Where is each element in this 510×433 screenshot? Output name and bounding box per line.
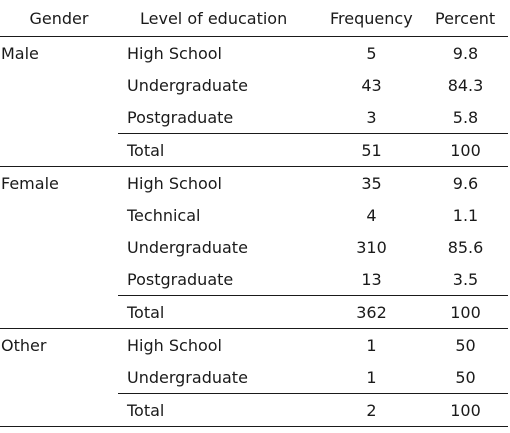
frequency-cell: 4: [366, 205, 377, 225]
total-frequency: 2: [320, 393, 423, 427]
total-label: Total: [118, 133, 320, 167]
total-label: Total: [118, 295, 320, 329]
total-row: Total 2 100: [0, 393, 508, 427]
gender-label: Other: [0, 328, 118, 427]
table-row: Undergraduate 310 85.6: [0, 231, 508, 263]
group-female: Female High School 35 9.6 Technical 4 1.…: [0, 166, 508, 329]
header-frequency: Frequency: [320, 0, 423, 37]
frequency-cell: 310: [356, 237, 387, 257]
level-cell: Technical: [127, 205, 201, 225]
level-cell: High School: [127, 43, 222, 63]
level-cell: Postgraduate: [127, 107, 234, 127]
percent-cell: 84.3: [447, 75, 484, 95]
frequency-cell: 1: [366, 367, 377, 387]
percent-cell: 50: [455, 335, 476, 355]
frequency-cell: 5: [366, 43, 377, 63]
gender-label: Female: [0, 166, 118, 329]
header-gender: Gender: [0, 0, 118, 37]
group-other: Other High School 1 50 Undergraduate 1 5…: [0, 328, 508, 427]
frequency-cell: 35: [361, 173, 382, 193]
total-percent: 100: [423, 393, 508, 427]
percent-cell: 50: [455, 367, 476, 387]
table-row: Male High School 5 9.8: [0, 36, 508, 167]
percent-cell: 9.6: [452, 173, 479, 193]
total-row: Total 51 100: [0, 133, 508, 167]
header-row: Gender Level of education Frequency Perc…: [0, 0, 508, 37]
total-frequency: 51: [320, 133, 423, 167]
total-label: Total: [118, 393, 320, 427]
table-row: Undergraduate 1 50: [0, 361, 508, 394]
table-row: Postgraduate 3 5.8: [0, 101, 508, 134]
group-male: Male High School 5 9.8 Undergraduate 43 …: [0, 36, 508, 167]
frequency-cell: 3: [366, 107, 377, 127]
gender-label: Male: [0, 36, 118, 167]
frequency-cell: 43: [361, 75, 382, 95]
header-percent: Percent: [423, 0, 508, 37]
table-row: Postgraduate 13 3.5: [0, 263, 508, 296]
percent-cell: 1.1: [452, 205, 479, 225]
header-level: Level of education: [118, 0, 320, 37]
level-cell: High School: [127, 173, 222, 193]
table-row: Technical 4 1.1: [0, 199, 508, 231]
percent-cell: 5.8: [452, 107, 479, 127]
level-cell: Undergraduate: [127, 75, 248, 95]
table-row: Undergraduate 43 84.3: [0, 69, 508, 101]
level-cell: High School: [127, 335, 222, 355]
total-percent: 100: [423, 295, 508, 329]
level-cell: Undergraduate: [127, 367, 248, 387]
frequency-cell: 13: [361, 269, 382, 289]
frequency-cell: 1: [366, 335, 377, 355]
table-row: Female High School 35 9.6: [0, 166, 508, 329]
percent-cell: 85.6: [447, 237, 484, 257]
percent-cell: 3.5: [452, 269, 479, 289]
level-cell: Postgraduate: [127, 269, 234, 289]
table-row: Other High School 1 50: [0, 328, 508, 427]
total-frequency: 362: [320, 295, 423, 329]
total-row: Total 362 100: [0, 295, 508, 329]
percent-cell: 9.8: [452, 43, 479, 63]
total-percent: 100: [423, 133, 508, 167]
level-cell: Undergraduate: [127, 237, 248, 257]
